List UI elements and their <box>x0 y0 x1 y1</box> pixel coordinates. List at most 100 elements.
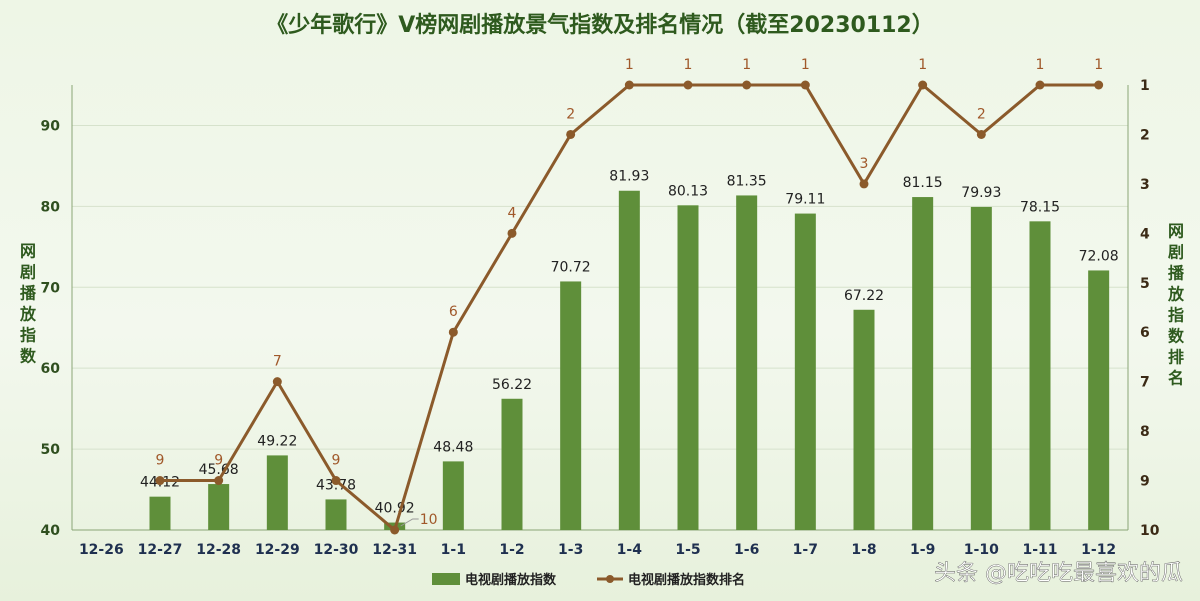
grid-lines <box>71 85 1129 531</box>
chart-title: 《少年歌行》V榜网剧播放景气指数及排名情况（截至20230112） <box>266 12 934 38</box>
rank-marker <box>742 80 752 90</box>
bar-value-label: 56.22 <box>492 377 532 393</box>
x-tick-label: 1-10 <box>964 542 999 558</box>
bar-value-label: 49.22 <box>257 433 297 449</box>
bar <box>736 195 758 530</box>
right-tick-label: 10 <box>1140 523 1160 539</box>
bar <box>853 309 875 530</box>
x-tick-label: 1-9 <box>910 542 935 558</box>
bar <box>325 499 347 530</box>
rank-value-label: 1 <box>625 57 634 73</box>
x-tick-label: 1-1 <box>441 542 466 558</box>
rank-marker <box>1094 80 1104 90</box>
x-tick-label: 12-28 <box>196 542 241 558</box>
bar-value-label: 80.13 <box>668 183 708 199</box>
rank-marker <box>800 80 810 90</box>
x-tick-label: 1-6 <box>734 542 759 558</box>
bar-value-label: 81.35 <box>727 173 767 189</box>
right-tick-label: 6 <box>1140 325 1150 341</box>
bar <box>442 461 464 530</box>
x-tick-label: 1-2 <box>499 542 524 558</box>
rank-marker <box>918 80 928 90</box>
bar-value-label: 79.11 <box>785 192 825 208</box>
legend-line-label: 电视剧播放指数排名 <box>628 572 745 588</box>
bar-value-labels: 44.1245.6849.2243.7840.9248.4856.2270.72… <box>140 169 1119 517</box>
left-axis-title: 网剧播放指数 <box>19 242 37 366</box>
watermark: 头条 @吃吃吃最喜欢的瓜 <box>934 561 1183 586</box>
rank-marker <box>331 476 341 486</box>
bar-value-label: 81.93 <box>609 169 649 185</box>
bar <box>677 205 699 530</box>
legend-line-marker <box>606 575 614 583</box>
bar-value-label: 70.72 <box>551 259 591 275</box>
right-tick-label: 9 <box>1140 474 1150 490</box>
x-tick-label: 1-8 <box>851 542 876 558</box>
legend-bar-swatch <box>432 573 460 585</box>
right-tick-label: 1 <box>1140 78 1150 94</box>
bar <box>618 190 640 531</box>
x-tick-label: 1-11 <box>1022 542 1057 558</box>
rank-line-series <box>155 80 1104 535</box>
bar-value-label: 40.92 <box>375 501 415 517</box>
right-tick-label: 2 <box>1140 127 1150 143</box>
rank-value-label: 9 <box>156 453 165 469</box>
x-tick-label: 12-29 <box>255 542 300 558</box>
bar <box>560 281 582 530</box>
bar <box>149 496 171 530</box>
rank-value-label: 3 <box>860 156 869 172</box>
right-tick-label: 8 <box>1140 424 1150 440</box>
x-tick-label: 12-31 <box>372 542 417 558</box>
x-tick-label: 1-3 <box>558 542 583 558</box>
rank-value-label: 9 <box>332 453 341 469</box>
right-tick-label: 4 <box>1140 226 1150 242</box>
left-tick-label: 70 <box>41 280 61 296</box>
rank-marker <box>859 179 869 189</box>
bar <box>501 398 523 530</box>
x-tick-label: 12-27 <box>138 542 183 558</box>
rank-marker <box>214 476 224 486</box>
bar-value-label: 72.08 <box>1079 248 1119 264</box>
x-tick-label: 1-12 <box>1081 542 1116 558</box>
left-tick-label: 80 <box>41 199 61 215</box>
rank-value-label: 4 <box>508 205 517 221</box>
bar-value-label: 78.15 <box>1020 199 1060 215</box>
bar <box>794 213 816 530</box>
rank-marker <box>566 129 576 139</box>
bar <box>266 455 288 530</box>
left-tick-label: 50 <box>41 442 61 458</box>
x-tick-label: 12-26 <box>79 542 124 558</box>
rank-marker <box>507 228 517 238</box>
rank-value-label: 6 <box>449 304 458 320</box>
rank-marker <box>155 476 165 486</box>
rank-value-label: 7 <box>273 354 282 370</box>
x-axis-ticks: 12-26 12-27 12-28 12-29 12-30 12-31 1-1 1-2 1-3 1… <box>79 542 1116 558</box>
bar-value-label: 79.93 <box>961 185 1001 201</box>
x-tick-label: 1-4 <box>617 542 643 558</box>
rank-value-label: 1 <box>742 57 751 73</box>
rank-value-label: 1 <box>801 57 810 73</box>
bar-value-label: 67.22 <box>844 288 884 304</box>
bar-value-label: 81.15 <box>903 175 943 191</box>
left-tick-label: 40 <box>41 523 61 539</box>
rank-value-labels: 9 9 7 9 10 6 4 2 1 1 1 1 3 1 2 1 1 <box>156 57 1104 528</box>
bar-series <box>149 190 1110 531</box>
bar <box>1029 221 1051 530</box>
rank-marker <box>390 525 400 535</box>
x-tick-label: 1-7 <box>793 542 818 558</box>
rank-marker <box>683 80 693 90</box>
rank-marker <box>1035 80 1045 90</box>
rank-value-label: 2 <box>977 106 986 122</box>
rank-marker <box>272 377 282 387</box>
rank-value-label: 2 <box>566 106 575 122</box>
rank-value-label: 1 <box>1094 57 1103 73</box>
bar <box>912 197 934 531</box>
legend-bar-label: 电视剧播放指数 <box>465 572 557 588</box>
rank-value-label: 9 <box>214 453 223 469</box>
left-tick-label: 90 <box>41 118 61 134</box>
rank-marker <box>624 80 634 90</box>
rank-marker <box>448 327 458 337</box>
bar <box>1088 270 1110 530</box>
x-tick-label: 1-5 <box>675 542 700 558</box>
bar <box>970 206 992 530</box>
